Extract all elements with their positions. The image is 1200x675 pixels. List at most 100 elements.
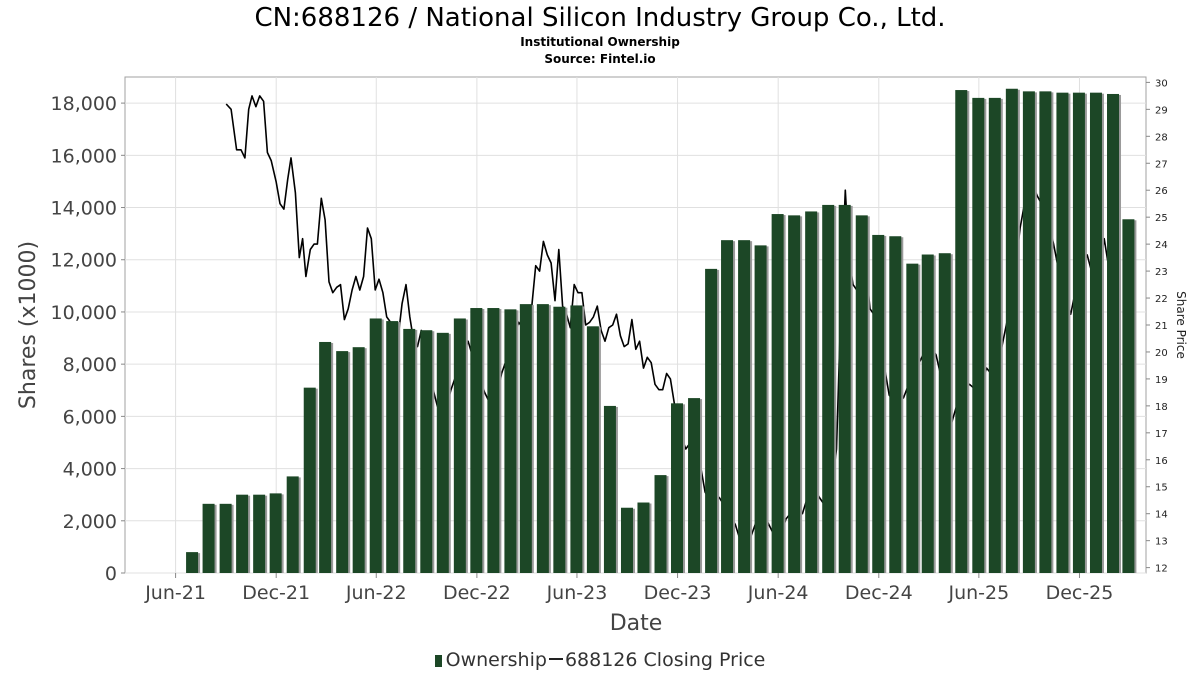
x-tick-label: Dec-25 <box>1046 582 1114 604</box>
ownership-bar <box>1039 91 1052 573</box>
ownership-bar <box>1022 91 1035 573</box>
ownership-bar <box>403 328 416 573</box>
ownership-bar <box>637 502 650 573</box>
ownership-legend-label: Ownership <box>445 649 547 671</box>
x-tick-label: Jun-22 <box>345 582 407 604</box>
ownership-bar <box>822 204 835 574</box>
ownership-bar <box>754 245 767 573</box>
ownership-bar <box>420 330 433 573</box>
y2-tick-label: 19 <box>1155 375 1168 386</box>
y-tick-label: 18,000 <box>51 93 117 115</box>
y2-tick-label: 24 <box>1155 240 1168 251</box>
ownership-bar <box>938 253 951 574</box>
ownership-bar <box>453 318 466 573</box>
chart-subtitle: Institutional Ownership <box>520 35 680 49</box>
ownership-bar <box>219 503 232 573</box>
axes: 0 2,000 4,000 6,000 8,000 10,000 12,000 14,000 1… <box>51 78 1168 604</box>
price-legend-label: 688126 Closing Price <box>564 649 766 671</box>
ownership-bar <box>236 494 249 573</box>
ownership-bar <box>253 494 266 573</box>
ownership-bar <box>872 234 885 574</box>
x-tick-label: Jun-24 <box>747 582 809 604</box>
chart-source: Source: Fintel.io <box>544 52 656 66</box>
ownership-bar <box>1122 219 1135 573</box>
ownership-bar <box>386 321 399 573</box>
y-tick-label: 6,000 <box>63 406 117 428</box>
x-tick-label: Dec-22 <box>443 582 511 604</box>
ownership-bar <box>352 347 365 573</box>
y2-tick-label: 27 <box>1155 159 1168 170</box>
ownership-bar <box>553 306 566 573</box>
y2-tick-label: 16 <box>1155 456 1168 467</box>
ownership-bar <box>805 211 818 573</box>
y2-tick-label: 12 <box>1155 564 1168 575</box>
ownership-bar <box>336 351 349 573</box>
ownership-bar <box>504 309 517 573</box>
ownership-bar <box>470 308 483 573</box>
ownership-bar <box>705 268 718 573</box>
ownership-bar <box>269 493 282 573</box>
y2-tick-label: 28 <box>1155 132 1168 143</box>
y2-tick-label: 13 <box>1155 537 1168 548</box>
chart-legend: Ownership 688126 Closing Price <box>0 648 1200 672</box>
ownership-bar <box>721 240 734 573</box>
ownership-legend-swatch <box>434 655 442 667</box>
ownership-bar <box>1072 92 1085 574</box>
ownership-bar <box>202 503 215 573</box>
ownership-bar <box>654 475 667 573</box>
ownership-bar <box>889 236 902 573</box>
price-legend-line <box>548 658 563 660</box>
y-tick-label: 10,000 <box>51 302 117 324</box>
ownership-bar <box>972 97 985 573</box>
x-axis-title: Date <box>610 611 663 636</box>
ownership-bar <box>436 332 449 573</box>
x-tick-label: Jun-21 <box>144 582 206 604</box>
ownership-bar <box>838 204 851 574</box>
ownership-bar <box>303 387 316 573</box>
y-tick-label: 0 <box>105 563 117 585</box>
ownership-bars <box>186 88 1137 574</box>
ownership-bar <box>771 214 784 574</box>
y-axis-title: Shares (x1000) <box>16 241 41 409</box>
y-tick-label: 2,000 <box>63 511 117 533</box>
x-tick-label: Dec-23 <box>644 582 712 604</box>
y-tick-label: 4,000 <box>63 459 117 481</box>
chart-title: CN:688126 / National Silicon Industry Gr… <box>254 3 946 33</box>
ownership-bar <box>921 254 934 573</box>
ownership-bar <box>955 90 968 573</box>
x-tick-label: Jun-25 <box>947 582 1009 604</box>
ownership-bar <box>570 305 583 573</box>
ownership-bar <box>1107 93 1120 574</box>
ownership-bar <box>519 304 532 573</box>
x-tick-label: Dec-21 <box>242 582 310 604</box>
ownership-bar <box>688 398 701 573</box>
ownership-bar <box>586 326 599 573</box>
y2-tick-label: 18 <box>1155 402 1168 413</box>
y2-tick-label: 30 <box>1155 78 1168 89</box>
y-tick-label: 8,000 <box>63 354 117 376</box>
y-tick-label: 14,000 <box>51 198 117 220</box>
ownership-bar <box>536 304 549 573</box>
ownership-bar <box>671 403 684 573</box>
y2-tick-label: 26 <box>1155 186 1168 197</box>
x-tick-label: Dec-24 <box>845 582 913 604</box>
y2-tick-label: 17 <box>1155 429 1168 440</box>
y2-tick-label: 25 <box>1155 213 1168 224</box>
ownership-bar <box>906 263 919 573</box>
ownership-bar <box>603 405 616 573</box>
y-tick-label: 16,000 <box>51 145 117 167</box>
y2-tick-label: 20 <box>1155 348 1168 359</box>
ownership-bar <box>1056 92 1069 574</box>
y2-tick-label: 22 <box>1155 294 1168 305</box>
ownership-bar <box>1005 88 1018 573</box>
ownership-bar <box>369 318 382 573</box>
y2-tick-label: 14 <box>1155 510 1168 521</box>
y2-tick-label: 29 <box>1155 105 1168 116</box>
ownership-bar <box>855 215 868 573</box>
ownership-bar <box>319 341 332 573</box>
ownership-bar <box>186 552 199 573</box>
ownership-bar <box>988 97 1001 573</box>
y-tick-label: 12,000 <box>51 250 117 272</box>
ownership-bar <box>788 215 801 573</box>
